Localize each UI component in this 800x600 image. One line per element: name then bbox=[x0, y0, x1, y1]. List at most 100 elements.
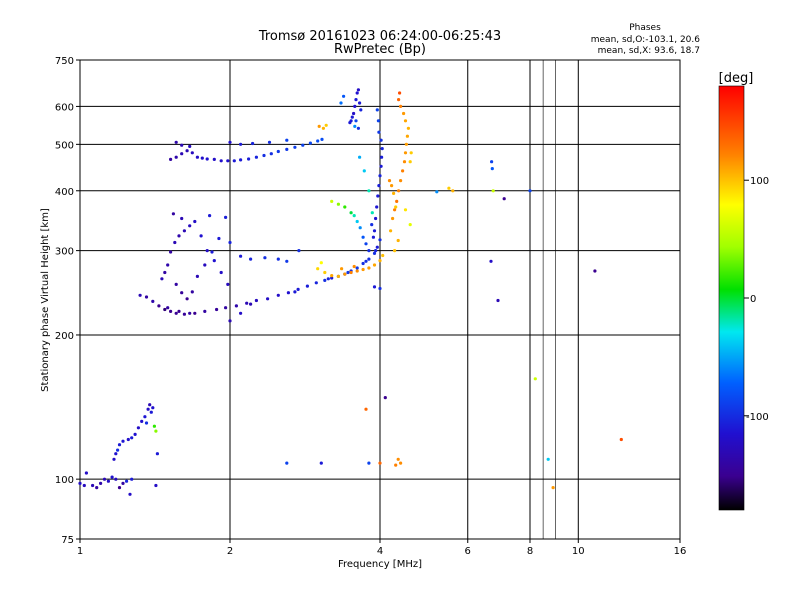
data-point bbox=[182, 312, 186, 316]
data-point bbox=[286, 291, 290, 295]
data-point bbox=[502, 197, 506, 201]
chart-subtitle: RwPretec (Bp) bbox=[334, 42, 426, 57]
data-point bbox=[208, 214, 212, 218]
data-point bbox=[367, 461, 371, 465]
data-point bbox=[193, 311, 197, 315]
data-point bbox=[285, 147, 289, 151]
data-point bbox=[116, 448, 120, 452]
data-point bbox=[136, 426, 140, 430]
data-point bbox=[408, 160, 412, 164]
data-point bbox=[160, 277, 164, 281]
data-point bbox=[182, 229, 186, 233]
data-point bbox=[154, 483, 158, 488]
data-point bbox=[249, 257, 253, 261]
data-point bbox=[78, 481, 82, 485]
data-point bbox=[340, 267, 344, 271]
data-point bbox=[399, 179, 403, 183]
data-point bbox=[381, 253, 385, 258]
data-point bbox=[321, 126, 325, 130]
data-point bbox=[372, 263, 377, 267]
data-point bbox=[447, 186, 451, 190]
data-point bbox=[372, 251, 377, 255]
data-point bbox=[489, 259, 493, 263]
data-point bbox=[249, 302, 253, 306]
data-point bbox=[394, 463, 398, 467]
data-point bbox=[99, 481, 103, 485]
data-point bbox=[405, 134, 409, 138]
data-point bbox=[367, 249, 371, 253]
data-point bbox=[285, 138, 289, 142]
data-point bbox=[190, 151, 194, 155]
data-point bbox=[224, 306, 228, 310]
y-axis-label: Stationary phase Virtual Height [km] bbox=[40, 208, 51, 392]
data-point bbox=[177, 309, 181, 313]
data-point bbox=[352, 214, 356, 218]
data-point bbox=[254, 298, 258, 303]
data-point bbox=[285, 461, 289, 465]
data-point bbox=[117, 443, 122, 447]
data-point bbox=[403, 208, 408, 212]
data-point bbox=[239, 254, 243, 258]
data-point bbox=[180, 291, 184, 295]
data-point bbox=[169, 250, 173, 254]
data-point bbox=[330, 276, 334, 280]
data-point bbox=[367, 266, 371, 270]
y-axis-ticks: 75 100 200 300 400 500 600 750 bbox=[55, 56, 80, 546]
data-point bbox=[397, 189, 401, 193]
data-point bbox=[166, 306, 170, 310]
data-point bbox=[399, 461, 403, 465]
y-tick-label: 500 bbox=[55, 140, 74, 151]
data-point bbox=[117, 486, 122, 490]
data-point bbox=[319, 261, 323, 265]
data-point bbox=[114, 477, 118, 481]
data-point bbox=[396, 238, 400, 243]
data-point bbox=[297, 249, 301, 253]
data-point bbox=[121, 439, 125, 443]
data-point bbox=[106, 479, 110, 483]
data-point bbox=[232, 159, 236, 163]
data-point bbox=[355, 266, 359, 270]
data-point bbox=[372, 285, 377, 289]
data-point bbox=[251, 141, 255, 146]
data-point bbox=[263, 256, 267, 260]
x-axis-ticks: 1 2 4 6 8 10 16 bbox=[77, 539, 686, 557]
data-point bbox=[390, 184, 394, 188]
data-point bbox=[374, 216, 378, 221]
data-point bbox=[146, 407, 150, 411]
data-point bbox=[619, 437, 623, 442]
data-point bbox=[361, 267, 365, 272]
data-point bbox=[269, 152, 273, 156]
data-point bbox=[138, 293, 142, 297]
data-point bbox=[355, 219, 359, 224]
colorbar-label: [deg] bbox=[719, 71, 754, 86]
data-point bbox=[212, 259, 216, 263]
data-point bbox=[155, 452, 159, 456]
data-point bbox=[226, 282, 230, 286]
data-point bbox=[383, 396, 387, 400]
data-point bbox=[305, 284, 309, 288]
data-point bbox=[212, 157, 216, 161]
data-point bbox=[180, 152, 184, 156]
grid-lines bbox=[80, 60, 680, 539]
data-point bbox=[396, 457, 400, 461]
data-point bbox=[336, 274, 340, 278]
data-point bbox=[490, 160, 494, 164]
data-point bbox=[362, 169, 366, 173]
data-point bbox=[348, 121, 352, 125]
data-point bbox=[245, 301, 249, 305]
y-tick-label: 300 bbox=[55, 247, 74, 258]
x-axis-label: Frequency [MHz] bbox=[338, 559, 422, 570]
data-point bbox=[133, 432, 137, 436]
data-point bbox=[301, 143, 305, 147]
data-point bbox=[203, 309, 207, 313]
data-point bbox=[219, 159, 223, 163]
data-point bbox=[395, 199, 399, 203]
y-tick-label: 200 bbox=[55, 331, 74, 342]
data-point bbox=[195, 274, 199, 278]
data-point bbox=[491, 189, 495, 193]
data-point bbox=[180, 216, 184, 221]
data-point bbox=[262, 153, 266, 158]
data-point bbox=[593, 269, 597, 273]
data-point bbox=[173, 240, 177, 245]
data-point bbox=[377, 184, 381, 188]
